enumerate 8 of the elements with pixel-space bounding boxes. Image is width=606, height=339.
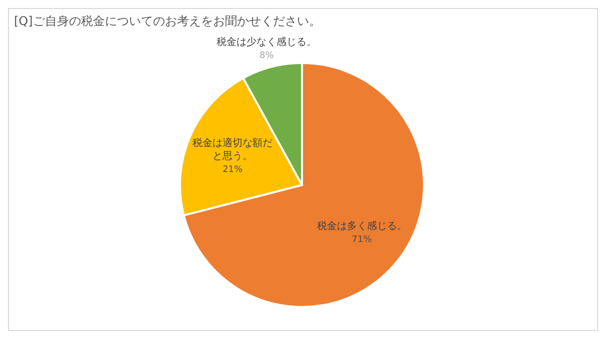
slice-label: 税金は少なく感じる。 bbox=[216, 36, 317, 48]
chart-title: [Q]ご自身の税金についてのお考えをお聞かせください。 bbox=[14, 14, 321, 28]
data-label: 21% bbox=[222, 164, 244, 175]
slice-label: 税金は適切な額だと思う。 bbox=[192, 136, 273, 162]
data-label: 8% bbox=[260, 50, 274, 61]
data-label: 71% bbox=[352, 234, 372, 245]
pie-slice bbox=[182, 62, 425, 308]
slice-label: 税金は多く感じる。 bbox=[316, 220, 407, 232]
